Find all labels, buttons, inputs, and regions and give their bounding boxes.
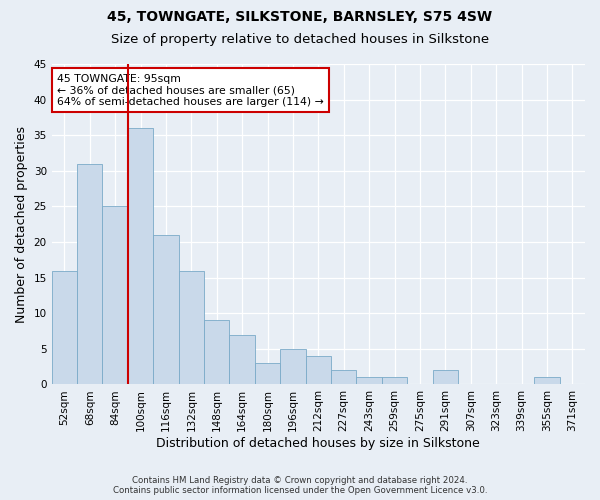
X-axis label: Distribution of detached houses by size in Silkstone: Distribution of detached houses by size … [157,437,480,450]
Bar [52,270,77,384]
Bar [331,370,356,384]
Bar [179,270,204,384]
Y-axis label: Number of detached properties: Number of detached properties [15,126,28,322]
Text: Contains HM Land Registry data © Crown copyright and database right 2024.
Contai: Contains HM Land Registry data © Crown c… [113,476,487,495]
Bar [77,164,103,384]
Bar [280,349,305,384]
Bar [103,206,128,384]
Bar [255,363,280,384]
Bar [153,235,179,384]
Bar [433,370,458,384]
Text: 45 TOWNGATE: 95sqm
← 36% of detached houses are smaller (65)
64% of semi-detache: 45 TOWNGATE: 95sqm ← 36% of detached hou… [57,74,324,107]
Bar [356,378,382,384]
Text: Size of property relative to detached houses in Silkstone: Size of property relative to detached ho… [111,32,489,46]
Bar [382,378,407,384]
Bar [128,128,153,384]
Text: 45, TOWNGATE, SILKSTONE, BARNSLEY, S75 4SW: 45, TOWNGATE, SILKSTONE, BARNSLEY, S75 4… [107,10,493,24]
Bar [534,378,560,384]
Bar [204,320,229,384]
Bar [229,334,255,384]
Bar [305,356,331,384]
